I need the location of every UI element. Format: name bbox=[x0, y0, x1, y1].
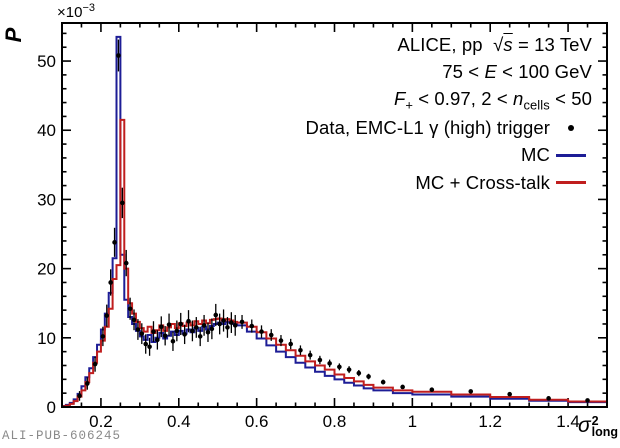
legend-text: ALICE, pp √s = 13 TeV bbox=[397, 33, 592, 55]
y-tick-label: 50 bbox=[37, 52, 56, 71]
y-tick-label: 20 bbox=[37, 260, 56, 279]
y-axis-power-label: ×10−3 bbox=[57, 2, 95, 21]
legend-text: Data, EMC-L1 γ (high) trigger bbox=[305, 116, 550, 138]
y-tick-label: 40 bbox=[37, 121, 56, 140]
x-tick-label: 1.4 bbox=[556, 412, 580, 431]
legend-text: MC + Cross-talk bbox=[415, 171, 550, 193]
x-tick-label: 0.6 bbox=[245, 412, 269, 431]
data-points bbox=[77, 39, 590, 403]
legend-row: MC + Cross-talk bbox=[415, 169, 592, 197]
x-tick-label: 0.4 bbox=[167, 412, 191, 431]
x-tick-label: 1.2 bbox=[478, 412, 502, 431]
legend-row: MC bbox=[521, 141, 592, 169]
x-tick-label: 0.8 bbox=[323, 412, 347, 431]
legend-row: F+ < 0.97, 2 < ncells < 50 bbox=[394, 86, 592, 114]
y-tick-label: 10 bbox=[37, 329, 56, 348]
sigma-symbol: σ bbox=[577, 414, 591, 437]
plot-frame bbox=[61, 22, 608, 408]
legend-text: MC bbox=[521, 144, 550, 166]
crosstalk-histogram bbox=[61, 118, 607, 408]
legend-row: ALICE, pp √s = 13 TeV bbox=[397, 31, 592, 59]
mc-line-sample-icon bbox=[550, 153, 592, 157]
legend-row: 75 < E < 100 GeV bbox=[442, 59, 592, 87]
y-tick-label: 0 bbox=[47, 398, 56, 417]
x-tick-label: 0.2 bbox=[89, 412, 113, 431]
x-tick-label: 1 bbox=[408, 412, 417, 431]
legend-text: F+ < 0.97, 2 < ncells < 50 bbox=[393, 87, 592, 113]
y-tick-label: 30 bbox=[37, 190, 56, 209]
legend: ALICE, pp √s = 13 TeV 75 < E < 100 GeV F+ … bbox=[305, 31, 592, 197]
crosstalk-line-sample-icon bbox=[550, 181, 592, 185]
data-marker-icon bbox=[550, 124, 592, 131]
x-axis-title: σ 2 long bbox=[577, 414, 618, 439]
legend-row: Data, EMC-L1 γ (high) trigger bbox=[305, 114, 592, 142]
y-axis-title: P bbox=[1, 27, 26, 43]
watermark: ALI-PUB-606245 bbox=[2, 429, 122, 443]
legend-text: 75 < E < 100 GeV bbox=[442, 61, 592, 83]
